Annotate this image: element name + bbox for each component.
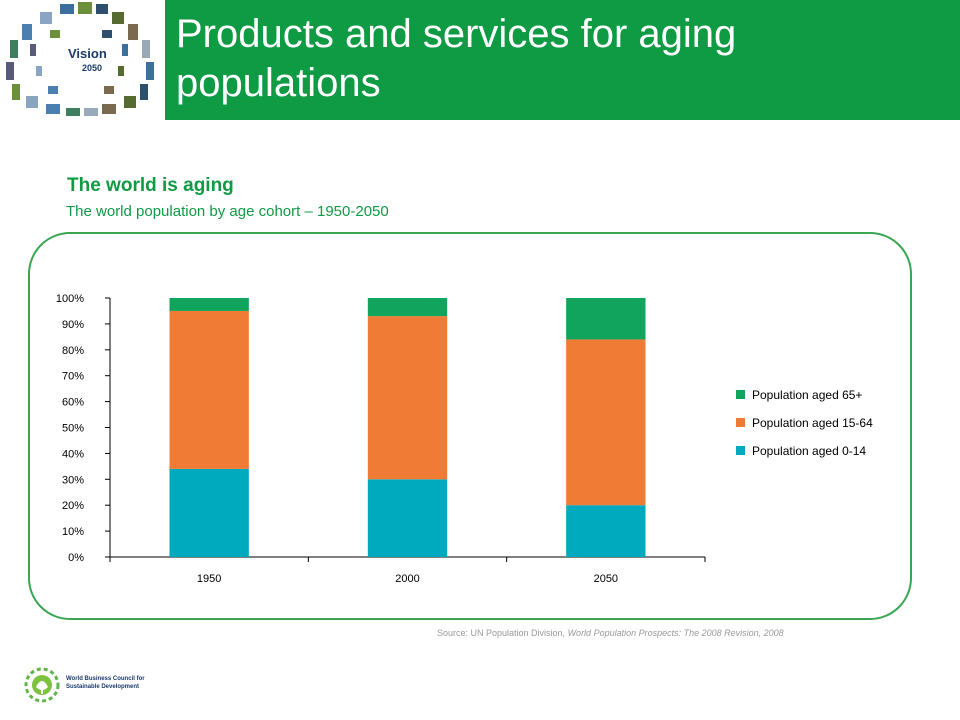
legend-label: Population aged 15-64: [752, 416, 873, 430]
source-note: Source: UN Population Division, World Po…: [437, 628, 784, 638]
logo-photo-tile: [140, 84, 148, 100]
logo-photo-tile: [122, 44, 128, 56]
legend-swatch: [736, 418, 745, 427]
header-band: [165, 0, 960, 120]
bar-segment: [566, 339, 646, 506]
y-tick-label: 90%: [62, 319, 84, 331]
legend-label: Population aged 0-14: [752, 444, 867, 458]
chart-subheading: The world population by age cohort – 195…: [66, 203, 389, 220]
y-tick-label: 80%: [62, 345, 84, 357]
logo-photo-tile: [124, 96, 136, 108]
slide-title: Products and services for aging populati…: [176, 12, 737, 105]
logo-photo-tile: [36, 66, 42, 76]
y-tick-label: 60%: [62, 397, 84, 409]
logo-photo-tile: [22, 24, 32, 40]
x-tick-label: 1950: [197, 573, 221, 585]
vision-2050-logo: Vision 2050: [0, 0, 165, 120]
logo-photo-tile: [66, 108, 80, 116]
logo-photo-tile: [40, 12, 52, 24]
y-tick-label: 0%: [68, 552, 84, 564]
legend-swatch: [736, 390, 745, 399]
logo-photo-tile: [112, 12, 124, 24]
logo-photo-tile: [30, 44, 36, 56]
bar-segment: [169, 298, 249, 311]
logo-photo-tile: [60, 4, 74, 14]
y-tick-label: 70%: [62, 371, 84, 383]
logo-photo-tile: [10, 40, 18, 58]
logo-photo-tile: [26, 96, 38, 108]
wbcsd-name: World Business Council for Sustainable D…: [66, 675, 156, 691]
logo-vision-text: Vision: [68, 46, 107, 61]
chart-panel: [28, 232, 912, 620]
logo-year-text: 2050: [82, 63, 102, 73]
logo-photo-tile: [142, 40, 150, 58]
wbcsd-logo-icon: [24, 667, 60, 703]
y-tick-label: 100%: [56, 293, 84, 305]
y-tick-label: 40%: [62, 448, 84, 460]
legend-swatch: [736, 446, 745, 455]
logo-photo-tile: [46, 104, 60, 114]
bar-segment: [367, 316, 448, 480]
chart-heading: The world is aging: [67, 175, 234, 196]
x-tick-label: 2050: [594, 573, 618, 585]
logo-photo-tile: [102, 30, 112, 38]
logo-photo-tile: [102, 104, 116, 114]
y-tick-label: 50%: [62, 423, 84, 435]
logo-photo-tile: [146, 62, 154, 80]
bar-segment: [367, 479, 448, 557]
logo-photo-tile: [6, 62, 14, 80]
x-tick-label: 2000: [395, 573, 419, 585]
y-tick-label: 30%: [62, 474, 84, 486]
logo-photo-tile: [96, 4, 108, 14]
bar-segment: [367, 298, 448, 317]
logo-photo-tile: [84, 108, 98, 116]
y-tick-label: 10%: [62, 526, 84, 538]
bar-segment: [169, 310, 249, 469]
source-prefix: Source: UN Population Division,: [437, 628, 568, 638]
logo-photo-tile: [118, 66, 124, 76]
logo-photo-tile: [104, 86, 114, 94]
y-tick-label: 20%: [62, 500, 84, 512]
logo-photo-tile: [48, 86, 58, 94]
org-line-2: Sustainable Development: [66, 684, 140, 690]
bar-segment: [566, 505, 646, 557]
bar-segment: [566, 298, 646, 340]
logo-photo-tile: [50, 30, 60, 38]
logo-photo-tile: [78, 2, 92, 14]
legend-label: Population aged 65+: [752, 388, 863, 402]
source-title: World Population Prospects: The 2008 Rev…: [567, 628, 784, 638]
logo-photo-tile: [128, 24, 138, 40]
logo-photo-tile: [12, 84, 20, 100]
bar-segment: [169, 468, 249, 557]
org-line-1: World Business Council for: [66, 676, 145, 682]
